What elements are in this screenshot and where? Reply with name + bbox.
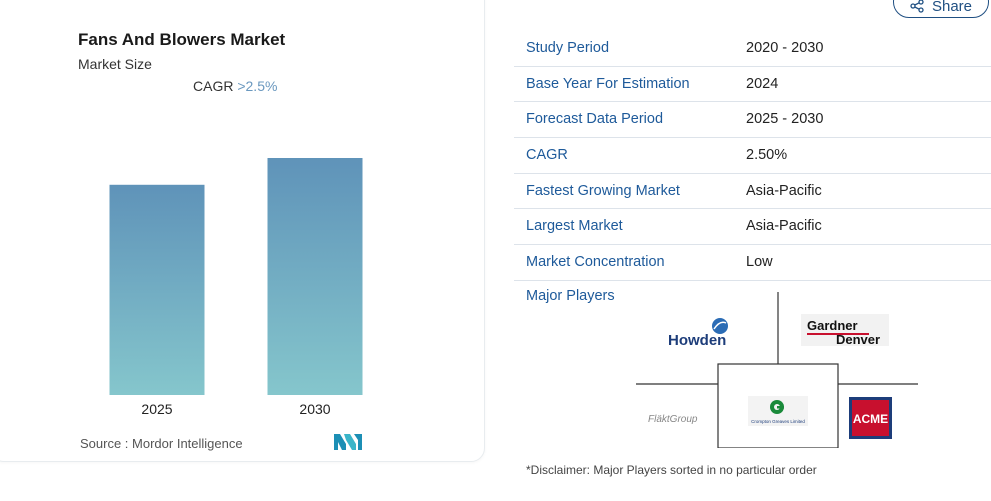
share-icon xyxy=(910,0,924,13)
acme-logo: ACME xyxy=(849,397,892,439)
major-players-grid: Howden Gardner Denver FläktGroup Crompto… xyxy=(636,292,918,448)
disclaimer-text: *Disclaimer: Major Players sorted in no … xyxy=(526,463,817,477)
gardner-denver-logo: Gardner Denver xyxy=(801,314,889,347)
info-row-fastest-growing: Fastest Growing Market Asia-Pacific xyxy=(514,174,991,210)
bar-chart: 2025 2030 xyxy=(109,158,363,417)
info-row-study-period: Study Period 2020 - 2030 xyxy=(514,31,991,67)
source-text: Source : Mordor Intelligence xyxy=(80,436,243,451)
x-tick-label: 2025 xyxy=(141,401,172,417)
info-value: Asia-Pacific xyxy=(746,182,822,199)
cagr-value: >2.5% xyxy=(237,78,278,94)
info-row-base-year: Base Year For Estimation 2024 xyxy=(514,67,991,103)
info-row-concentration: Market Concentration Low xyxy=(514,245,991,281)
info-label: Market Concentration xyxy=(526,254,665,271)
bar-2030 xyxy=(267,158,363,395)
info-label: Study Period xyxy=(526,40,610,56)
info-value: Low xyxy=(746,254,773,271)
info-row-largest-market: Largest Market Asia-Pacific xyxy=(514,209,991,246)
chart-card xyxy=(0,0,485,462)
chart-title: Fans And Blowers Market xyxy=(78,30,286,49)
chart-subtitle: Market Size xyxy=(78,56,152,72)
info-value: Asia-Pacific xyxy=(746,218,822,235)
crompton-logo: Crompton Greaves Limited xyxy=(748,396,808,426)
info-label: Base Year For Estimation xyxy=(526,75,690,92)
cagr-label: CAGR xyxy=(193,78,234,94)
info-label: Largest Market xyxy=(526,218,623,235)
source-label: Source : xyxy=(80,436,129,451)
crompton-name: Crompton Greaves Limited xyxy=(751,419,805,424)
howden-name: Howden xyxy=(668,332,726,349)
mordor-logo-icon xyxy=(334,434,362,450)
gardner-name-1: Gardner xyxy=(807,318,858,333)
info-label: CAGR xyxy=(526,147,568,164)
source-name: Mordor Intelligence xyxy=(132,436,243,451)
cagr-indicator: CAGR >2.5% xyxy=(193,78,277,94)
info-value: 2025 - 2030 xyxy=(746,111,824,128)
info-label: Forecast Data Period xyxy=(526,111,664,128)
info-row-forecast-period: Forecast Data Period 2025 - 2030 xyxy=(514,102,991,139)
flakt-group-logo: FläktGroup xyxy=(648,414,698,425)
info-row-cagr: CAGR 2.50% xyxy=(514,138,991,174)
info-value: 2020 - 2030 xyxy=(746,40,824,56)
howden-emblem-icon xyxy=(712,318,728,334)
acme-name: ACME xyxy=(853,412,888,426)
market-summary-table: Study Period 2020 - 2030 Base Year For E… xyxy=(514,31,991,281)
info-label: Fastest Growing Market xyxy=(526,182,680,199)
x-tick-label: 2030 xyxy=(299,401,330,417)
howden-logo: Howden xyxy=(668,318,728,349)
gardner-name-2: Denver xyxy=(836,332,880,347)
share-button[interactable]: Share xyxy=(893,0,989,18)
info-value: 2024 xyxy=(746,75,779,92)
bar-2025 xyxy=(109,184,205,395)
share-label: Share xyxy=(931,0,973,15)
major-players-label: Major Players xyxy=(526,288,615,304)
info-value: 2.50% xyxy=(746,147,788,164)
